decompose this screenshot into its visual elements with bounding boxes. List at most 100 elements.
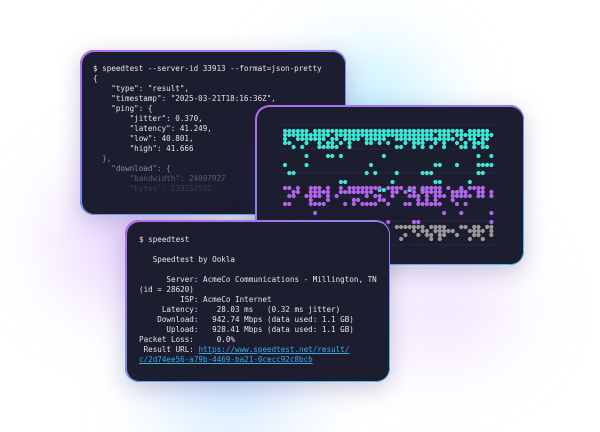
data-dot [459,210,464,216]
data-dot [454,193,460,199]
title-line: Speedtest by Ookla [139,255,236,264]
data-dot [368,136,374,142]
data-dot [424,185,429,191]
data-dot [411,228,417,234]
data-dot [399,224,404,230]
data-dot [489,224,494,230]
data-dot [459,189,464,195]
server-line: Server: AcmeCo Communications - Millingt… [139,275,377,284]
data-dot [351,197,356,203]
data-dot [317,201,322,207]
data-dot [343,201,348,207]
data-dot [325,128,331,134]
data-dot [429,128,434,134]
command-line: $ speedtest --server-id 33913 --format=j… [93,64,322,73]
data-dot [295,128,300,134]
data-dot [394,132,399,138]
data-dot [304,193,309,199]
data-dot [295,132,300,138]
result-url-link[interactable]: c/2d74ee56-a79b-4469-ba21-0cecc92c8bcb [139,355,313,364]
data-dot [321,132,326,138]
data-dot [463,144,468,150]
data-dot [476,193,481,199]
data-dot [454,162,460,168]
json-line: { [93,74,98,83]
data-dot [437,236,442,242]
data-dot [287,140,292,146]
data-dot [450,128,455,134]
data-dot [467,185,472,191]
data-dot [437,232,442,238]
data-dot [377,197,382,203]
data-dot [476,228,481,234]
data-dot [313,201,318,207]
data-dot [442,228,447,234]
data-dot [282,140,288,146]
data-dot [351,185,356,191]
data-dot [394,185,399,191]
data-dot [287,132,292,138]
data-dot [399,185,404,191]
data-dot [476,224,481,230]
data-dot [330,144,335,150]
data-dot [390,128,395,134]
data-dot [325,185,331,191]
data-dot [450,193,455,199]
data-dot [381,187,386,193]
data-dot [373,193,378,199]
data-dot [304,162,309,168]
data-dot [360,128,365,134]
data-dot [381,128,386,134]
result-url-link[interactable]: https://www.speedtest.net/result/ [198,345,350,354]
data-dot [480,236,485,242]
data-dot [403,136,408,142]
data-dot [433,224,438,230]
data-dot [450,228,455,234]
data-dot [330,128,335,134]
data-dot [347,185,352,191]
data-dot [459,193,464,199]
data-dot [313,185,318,191]
data-dot [399,136,404,142]
data-dot [429,201,434,207]
data-dot [450,136,455,142]
data-dot [446,132,451,138]
data-dot [437,132,442,138]
data-dot [472,128,477,134]
data-dot [476,232,481,238]
data-dot [437,201,442,207]
data-dot [420,136,425,142]
data-dot [433,197,438,203]
data-dot [304,153,309,159]
data-dot [377,128,382,134]
data-dot [424,128,429,134]
data-dot [282,132,288,138]
data-dot [368,140,374,146]
data-dot [282,128,288,134]
data-dot [472,228,477,234]
data-dot [463,193,468,199]
data-dot [437,136,442,142]
data-dot [489,232,494,238]
data-dot [295,189,300,195]
data-dot [424,170,429,176]
data-dot [300,128,305,134]
data-dot [424,232,429,238]
data-dot [476,185,481,191]
data-dot [338,189,343,195]
data-dot [364,201,369,207]
data-dot [472,185,477,191]
data-dot [485,144,490,150]
data-dot [467,128,472,134]
data-dot [377,136,382,142]
data-dot [467,236,472,242]
data-dot [442,193,447,199]
data-dot [442,136,447,142]
data-dot [420,132,425,138]
data-dot [411,185,417,191]
data-dot [480,189,485,195]
data-dot [485,136,490,142]
data-dot [416,219,421,225]
data-dot [360,185,365,191]
data-dot [317,193,322,199]
